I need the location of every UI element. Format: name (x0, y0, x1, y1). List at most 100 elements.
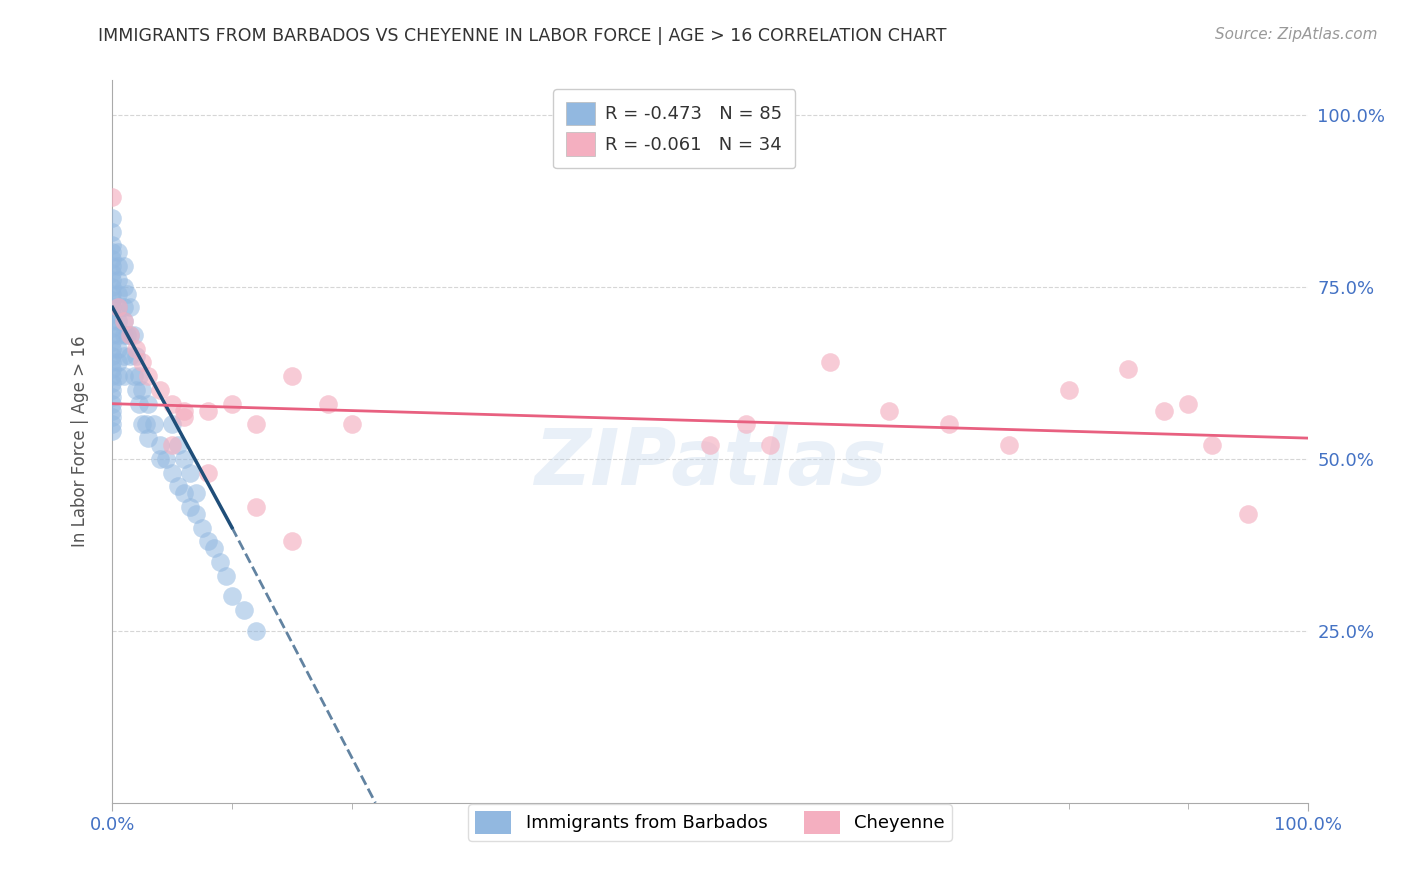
Point (138, 369, 160, 384)
Point (167, 479, 190, 493)
Point (818, 355, 841, 369)
Point (101, 279, 124, 293)
Point (120, 349, 142, 363)
Point (101, 286, 124, 301)
Text: ZIPatlas: ZIPatlas (534, 425, 886, 501)
Point (101, 349, 124, 363)
Point (167, 438, 190, 452)
Point (759, 438, 782, 452)
Point (135, 417, 157, 432)
Point (107, 245, 129, 260)
Point (173, 410, 195, 425)
Point (120, 301, 142, 315)
Point (1118, 362, 1140, 376)
Point (101, 307, 124, 321)
Point (245, 624, 267, 638)
Point (125, 383, 148, 397)
Point (131, 417, 153, 432)
Point (1057, 383, 1080, 397)
Point (101, 245, 124, 260)
Point (101, 383, 124, 397)
Text: IMMIGRANTS FROM BARBADOS VS CHEYENNE IN LABOR FORCE | AGE > 16 CORRELATION CHART: IMMIGRANTS FROM BARBADOS VS CHEYENNE IN … (98, 27, 946, 45)
Point (340, 417, 363, 432)
Point (197, 466, 219, 480)
Point (101, 417, 124, 432)
Point (245, 500, 267, 514)
Point (101, 252, 124, 267)
Point (122, 369, 145, 384)
Point (1201, 438, 1223, 452)
Point (107, 314, 129, 328)
Point (215, 568, 238, 582)
Point (101, 355, 124, 369)
Point (938, 417, 960, 432)
Point (191, 520, 214, 534)
Point (221, 397, 243, 411)
Point (101, 327, 124, 342)
Point (115, 286, 138, 301)
Point (101, 314, 124, 328)
Point (162, 417, 183, 432)
Point (245, 417, 267, 432)
Point (122, 327, 145, 342)
Point (197, 534, 219, 549)
Point (125, 342, 148, 356)
Point (197, 403, 219, 417)
Legend: Immigrants from Barbados, Cheyenne: Immigrants from Barbados, Cheyenne (468, 805, 952, 841)
Point (114, 259, 135, 273)
Point (107, 259, 129, 273)
Point (101, 238, 124, 252)
Text: Source: ZipAtlas.com: Source: ZipAtlas.com (1215, 27, 1378, 42)
Point (138, 397, 160, 411)
Point (173, 403, 195, 417)
Point (107, 355, 129, 369)
Point (101, 362, 124, 376)
Point (179, 500, 201, 514)
Point (101, 190, 124, 204)
Point (101, 211, 124, 225)
Point (107, 301, 129, 315)
Point (202, 541, 225, 556)
Point (101, 273, 124, 287)
Point (101, 410, 124, 425)
Point (101, 293, 124, 308)
Point (101, 334, 124, 349)
Point (107, 273, 129, 287)
Point (209, 555, 232, 569)
Point (162, 466, 183, 480)
Point (114, 327, 135, 342)
Point (233, 603, 256, 617)
Point (1237, 507, 1260, 521)
Point (143, 417, 166, 432)
Point (186, 507, 208, 521)
Point (162, 397, 183, 411)
Point (114, 301, 135, 315)
Point (107, 342, 129, 356)
Point (149, 438, 172, 452)
Point (879, 403, 901, 417)
Point (101, 225, 124, 239)
Point (221, 590, 243, 604)
Point (101, 424, 124, 438)
Point (114, 279, 135, 293)
Point (101, 403, 124, 417)
Point (998, 438, 1021, 452)
Point (735, 417, 758, 432)
Point (699, 438, 721, 452)
Point (179, 466, 201, 480)
Point (114, 349, 135, 363)
Point (114, 314, 135, 328)
Point (125, 349, 148, 363)
Point (138, 431, 160, 445)
Point (155, 451, 177, 466)
Point (128, 369, 150, 384)
Point (173, 451, 195, 466)
Point (316, 397, 339, 411)
Point (120, 327, 142, 342)
Point (173, 486, 195, 500)
Point (114, 314, 135, 328)
Point (162, 438, 183, 452)
Point (101, 301, 124, 315)
Point (281, 369, 304, 384)
Point (107, 369, 129, 384)
